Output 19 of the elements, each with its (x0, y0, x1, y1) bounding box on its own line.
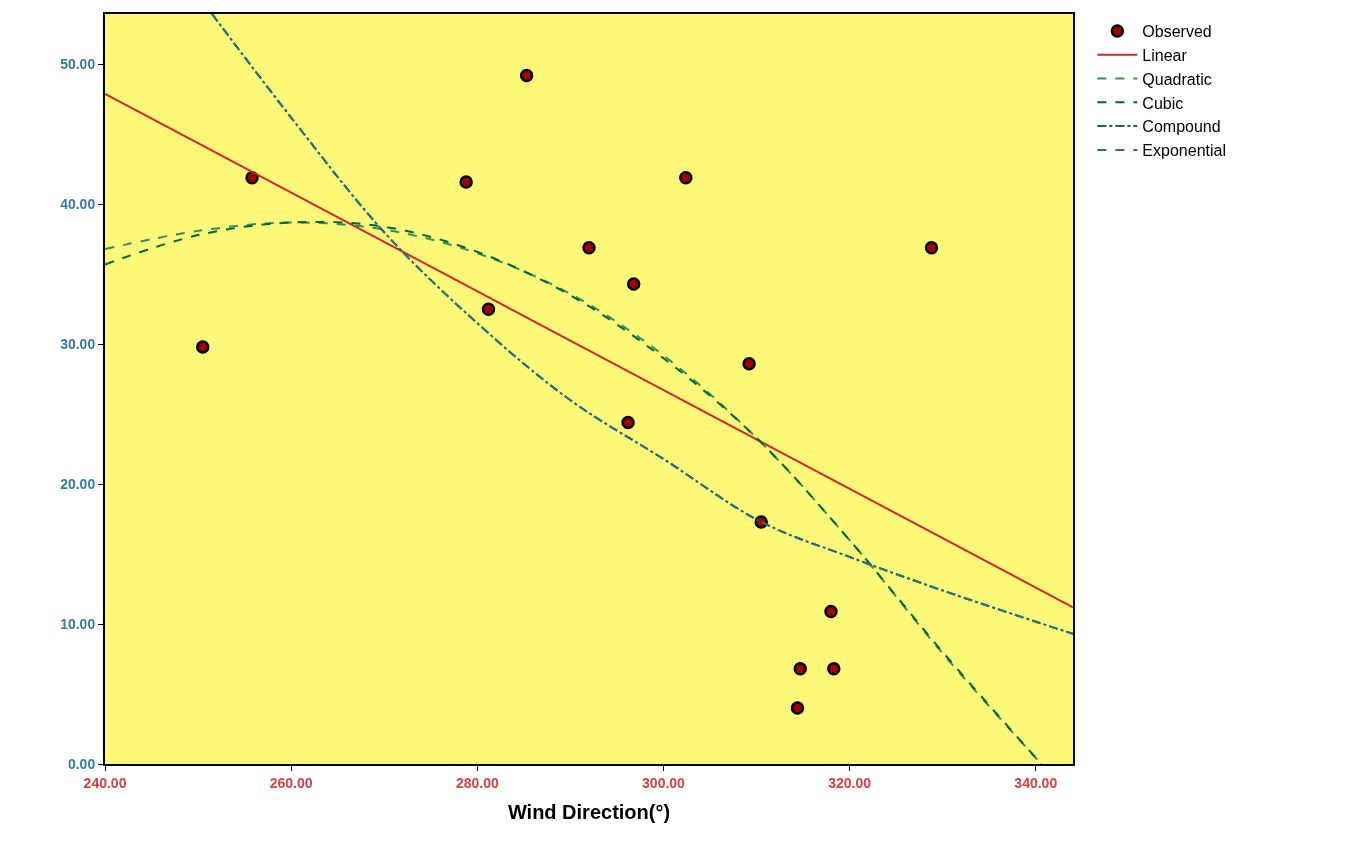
x-tick-label: 280.00 (455, 774, 499, 791)
legend-label: Linear (1142, 46, 1188, 64)
legend-label: Compound (1142, 118, 1221, 136)
legend-label: Quadratic (1142, 70, 1212, 88)
legend-label: Cubic (1142, 94, 1184, 112)
x-tick-label: 260.00 (269, 774, 313, 791)
x-tick-label: 300.00 (642, 774, 686, 791)
y-tick-label: 30.00 (60, 336, 96, 353)
y-tick-label: 0.00 (67, 755, 96, 772)
legend-label: Exponential (1142, 142, 1226, 160)
y-tick-label: 40.00 (60, 196, 96, 213)
x-tick-label: 340.00 (1014, 774, 1058, 791)
y-tick-label: 20.00 (60, 476, 96, 493)
y-tick-label: 10.00 (60, 615, 96, 632)
legend-label: Observed (1142, 23, 1212, 41)
x-tick-label: 320.00 (828, 774, 872, 791)
y-tick-label: 50.00 (60, 56, 96, 73)
x-axis-title: Wind Direction(°) (507, 800, 671, 823)
x-tick-label: 240.00 (83, 774, 127, 791)
